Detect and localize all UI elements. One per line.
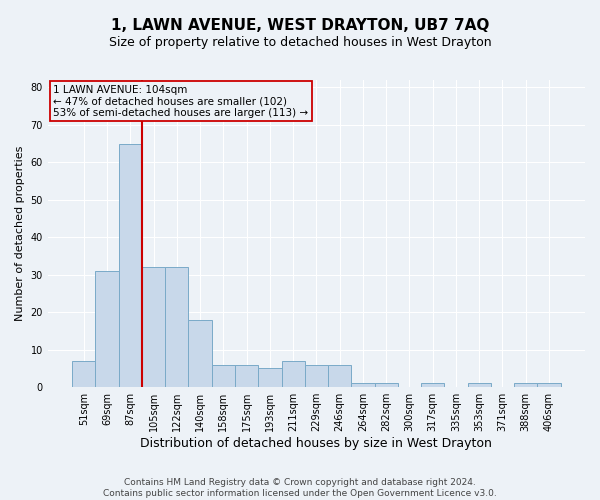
Text: Size of property relative to detached houses in West Drayton: Size of property relative to detached ho…	[109, 36, 491, 49]
Bar	[258, 368, 281, 387]
Bar	[165, 268, 188, 387]
Text: 1, LAWN AVENUE, WEST DRAYTON, UB7 7AQ: 1, LAWN AVENUE, WEST DRAYTON, UB7 7AQ	[111, 18, 489, 32]
Bar	[538, 384, 560, 387]
Bar	[305, 364, 328, 387]
Bar	[72, 361, 95, 387]
Bar	[421, 384, 445, 387]
Bar	[119, 144, 142, 387]
Text: Contains HM Land Registry data © Crown copyright and database right 2024.
Contai: Contains HM Land Registry data © Crown c…	[103, 478, 497, 498]
Bar	[374, 384, 398, 387]
Bar	[95, 271, 119, 387]
Bar	[142, 268, 165, 387]
Y-axis label: Number of detached properties: Number of detached properties	[15, 146, 25, 322]
Text: 1 LAWN AVENUE: 104sqm
← 47% of detached houses are smaller (102)
53% of semi-det: 1 LAWN AVENUE: 104sqm ← 47% of detached …	[53, 84, 308, 118]
Bar	[188, 320, 212, 387]
Bar	[467, 384, 491, 387]
Bar	[212, 364, 235, 387]
Bar	[351, 384, 374, 387]
X-axis label: Distribution of detached houses by size in West Drayton: Distribution of detached houses by size …	[140, 437, 493, 450]
Bar	[281, 361, 305, 387]
Bar	[235, 364, 258, 387]
Bar	[328, 364, 351, 387]
Bar	[514, 384, 538, 387]
